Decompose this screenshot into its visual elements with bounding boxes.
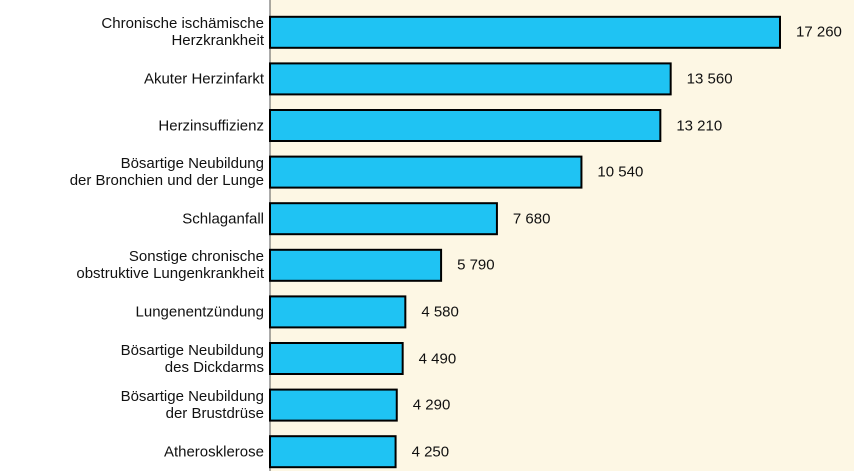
category-label: Atherosklerose: [163, 443, 264, 461]
bar: [269, 109, 662, 142]
value-label: 10 540: [597, 163, 644, 181]
bar: [269, 62, 672, 96]
bar: [269, 435, 397, 469]
category-label: Herzinsuffizienz: [158, 117, 264, 134]
value-label: 7 680: [512, 210, 551, 228]
bar: [269, 248, 443, 282]
value-label: 13 210: [676, 117, 723, 134]
bar: [269, 202, 498, 236]
category-label: Lungenentzündung: [135, 303, 264, 321]
value-label: 4 250: [411, 443, 450, 461]
category-label: Schlaganfall: [182, 210, 264, 228]
bar: [269, 388, 398, 422]
category-label: Bösartige Neubildung des Dickdarms: [120, 341, 264, 376]
bar: [269, 15, 781, 49]
bar: [269, 342, 404, 375]
category-label: Bösartige Neubildung der Brustdrüse: [120, 388, 264, 423]
category-label: Chronische ischämische Herzkrankheit: [101, 15, 264, 50]
value-label: 4 290: [412, 396, 451, 414]
value-label: 5 790: [457, 256, 495, 274]
bar: [269, 155, 583, 189]
value-label: 13 560: [686, 70, 733, 88]
bar: [269, 295, 407, 329]
value-label: 4 490: [418, 350, 457, 367]
value-label: 17 260: [796, 23, 842, 41]
category-label: Akuter Herzinfarkt: [143, 70, 264, 88]
value-label: 4 580: [421, 303, 459, 321]
category-label: Bösartige Neubildung der Bronchien und d…: [69, 155, 264, 190]
category-label: Sonstige chronische obstruktive Lungenkr…: [76, 248, 264, 283]
